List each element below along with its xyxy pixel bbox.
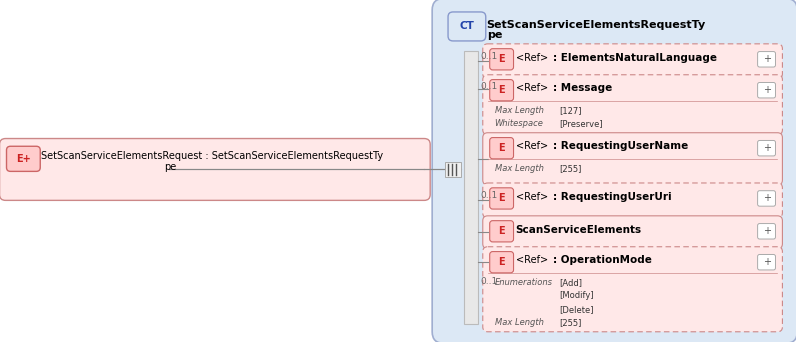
Text: E: E bbox=[498, 257, 505, 267]
Text: 0..1: 0..1 bbox=[481, 82, 498, 92]
Text: : RequestingUserName: : RequestingUserName bbox=[553, 142, 689, 152]
Text: E+: E+ bbox=[16, 154, 31, 164]
Text: [127]: [127] bbox=[559, 106, 582, 115]
Text: Enumerations: Enumerations bbox=[494, 278, 552, 287]
FancyBboxPatch shape bbox=[482, 133, 782, 185]
Text: : OperationMode: : OperationMode bbox=[553, 255, 652, 265]
Text: ScanServiceElements: ScanServiceElements bbox=[516, 225, 642, 235]
Text: +: + bbox=[763, 143, 771, 153]
Text: : Message: : Message bbox=[553, 83, 612, 93]
FancyBboxPatch shape bbox=[758, 254, 775, 270]
FancyBboxPatch shape bbox=[0, 139, 430, 200]
Text: 0..1: 0..1 bbox=[481, 191, 498, 200]
FancyBboxPatch shape bbox=[448, 12, 486, 41]
Text: E: E bbox=[498, 194, 505, 203]
Text: <Ref>: <Ref> bbox=[516, 83, 548, 93]
Text: +: + bbox=[763, 85, 771, 95]
Text: 0..1: 0..1 bbox=[481, 277, 498, 286]
FancyBboxPatch shape bbox=[758, 82, 775, 98]
FancyBboxPatch shape bbox=[482, 44, 782, 79]
Text: SetScanServiceElementsRequestTy: SetScanServiceElementsRequestTy bbox=[486, 20, 706, 30]
FancyBboxPatch shape bbox=[482, 247, 782, 332]
FancyBboxPatch shape bbox=[758, 191, 775, 206]
Text: pe: pe bbox=[486, 30, 502, 40]
Text: CT: CT bbox=[459, 22, 474, 31]
FancyBboxPatch shape bbox=[490, 49, 513, 70]
FancyBboxPatch shape bbox=[490, 252, 513, 273]
FancyBboxPatch shape bbox=[482, 183, 782, 218]
Text: <Ref>: <Ref> bbox=[516, 192, 548, 202]
FancyBboxPatch shape bbox=[490, 188, 513, 209]
FancyBboxPatch shape bbox=[482, 75, 782, 135]
Text: [255]: [255] bbox=[559, 318, 582, 327]
Text: +: + bbox=[763, 226, 771, 236]
FancyBboxPatch shape bbox=[6, 146, 41, 171]
Text: 0..1: 0..1 bbox=[481, 52, 498, 61]
Text: E: E bbox=[498, 143, 505, 153]
Text: [Delete]: [Delete] bbox=[559, 305, 594, 314]
Text: [Add]: [Add] bbox=[559, 278, 582, 287]
Text: Max Length: Max Length bbox=[494, 106, 544, 115]
Text: Max Length: Max Length bbox=[494, 318, 544, 327]
FancyBboxPatch shape bbox=[482, 216, 782, 249]
FancyBboxPatch shape bbox=[758, 52, 775, 67]
FancyBboxPatch shape bbox=[490, 80, 513, 101]
FancyBboxPatch shape bbox=[432, 0, 796, 342]
Bar bbox=[464, 51, 478, 324]
Text: SetScanServiceElementsRequest : SetScanServiceElementsRequestTy: SetScanServiceElementsRequest : SetScanS… bbox=[41, 151, 384, 161]
Text: [Preserve]: [Preserve] bbox=[559, 119, 603, 128]
FancyBboxPatch shape bbox=[758, 141, 775, 156]
Text: : ElementsNaturalLanguage: : ElementsNaturalLanguage bbox=[553, 53, 717, 63]
Text: <Ref>: <Ref> bbox=[516, 255, 548, 265]
Text: +: + bbox=[763, 194, 771, 203]
Bar bbox=[445, 162, 461, 177]
Text: <Ref>: <Ref> bbox=[516, 142, 548, 152]
FancyBboxPatch shape bbox=[490, 137, 513, 159]
Text: : RequestingUserUri: : RequestingUserUri bbox=[553, 192, 672, 202]
Text: [Modify]: [Modify] bbox=[559, 291, 594, 300]
Text: [255]: [255] bbox=[559, 164, 582, 173]
Text: +: + bbox=[763, 54, 771, 64]
Text: Max Length: Max Length bbox=[494, 164, 544, 173]
Text: +: + bbox=[763, 257, 771, 267]
Text: pe: pe bbox=[164, 162, 177, 172]
Text: <Ref>: <Ref> bbox=[516, 53, 548, 63]
Text: E: E bbox=[498, 54, 505, 64]
FancyBboxPatch shape bbox=[490, 221, 513, 242]
Text: Whitespace: Whitespace bbox=[494, 119, 544, 128]
Text: E: E bbox=[498, 226, 505, 236]
Text: E: E bbox=[498, 85, 505, 95]
FancyBboxPatch shape bbox=[758, 224, 775, 239]
